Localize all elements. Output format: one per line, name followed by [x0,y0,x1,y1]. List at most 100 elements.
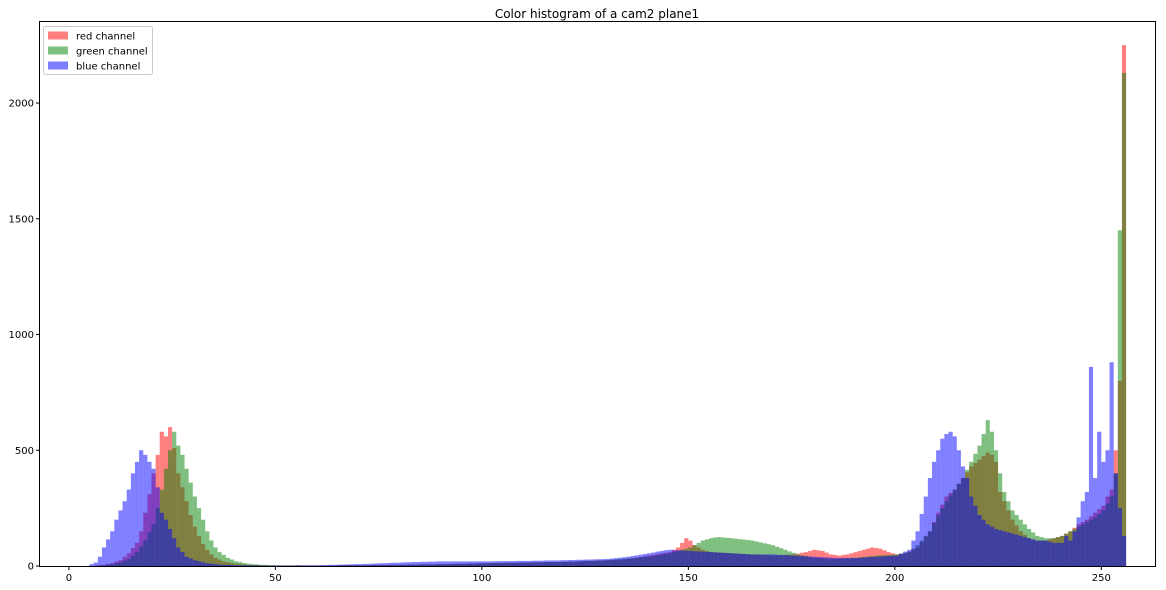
blue-channel-bar [927,478,932,566]
blue-channel-bar [1097,431,1102,566]
blue-channel-bar [1101,461,1106,566]
blue-channel-bar [188,558,193,566]
blue-channel-bar [1121,535,1127,566]
blue-channel-bar [1035,540,1040,566]
blue-channel-bar [808,556,813,566]
green-channel-bar [163,468,169,566]
blue-channel-bar [692,551,697,566]
blue-channel-bar [118,510,123,566]
legend-label-red: red channel [76,32,135,43]
blue-channel-bar [147,461,152,566]
blue-channel-bar [110,531,115,566]
blue-channel-bar [845,557,850,566]
blue-channel-bar [630,556,635,566]
legend-label-green: green channel [76,47,148,58]
blue-channel-bar [989,526,994,566]
blue-channel-bar [998,530,1003,566]
blue-channel-bar [432,561,437,566]
blue-channel-bar [106,539,111,566]
green-channel-bar [725,537,730,566]
blue-channel-bar [762,554,767,566]
y-tick-label: 1500 [9,214,34,225]
blue-channel-bar [737,553,743,566]
blue-channel-bar [832,557,838,566]
blue-channel-bar [890,555,895,566]
blue-channel-bar [469,561,474,566]
blue-channel-bar [1109,362,1114,566]
blue-channel-bar [494,561,499,566]
blue-channel-bar [486,561,491,566]
blue-channel-bar [452,561,458,566]
blue-channel-bar [93,562,98,566]
blue-channel-bar [849,557,854,566]
blue-channel-bar [366,563,371,566]
blue-channel-bar [915,531,920,566]
blue-channel-bar [531,560,536,566]
blue-channel-bar [535,560,540,566]
blue-channel-bar [1047,541,1052,566]
blue-channel-bar [812,556,817,566]
blue-channel-bar [721,552,726,566]
blue-channel-bar [638,554,643,566]
blue-channel-bar [750,554,755,566]
blue-channel-bar [300,565,305,566]
blue-channel-bar [911,540,916,566]
blue-channel-bar [229,565,235,566]
blue-channel-bar [196,561,202,566]
blue-channel-bar [246,565,251,566]
blue-channel-bar [572,559,577,566]
blue-channel-bar [1064,535,1069,566]
blue-channel-bar [97,556,102,566]
green-channel-bar [213,547,218,566]
blue-channel-bar [841,557,846,566]
blue-channel-bar [857,557,862,566]
blue-channel-bar [828,557,833,566]
blue-channel-bar [1026,538,1032,566]
blue-channel-bar [370,563,375,566]
blue-channel-bar [865,557,871,566]
green-channel-bar [989,431,994,566]
blue-channel-bar [407,562,412,566]
blue-channel-bar [944,434,949,566]
blue-channel-bar [481,561,486,566]
blue-channel-bar [419,561,425,566]
blue-channel-bar [568,559,573,566]
green-channel-bar [993,450,999,566]
green-channel-bar [221,554,226,566]
blue-channel-bar [89,564,94,566]
green-channel-bar [180,454,185,566]
blue-channel-bar [180,552,185,566]
blue-channel-bar [614,558,619,566]
blue-channel-bar [391,562,396,566]
green-channel-bar [205,531,210,566]
blue-channel-bar [816,556,821,566]
blue-channel-bar [969,496,974,566]
blue-channel-bar [502,561,507,566]
blue-channel-bar [296,565,301,566]
blue-channel-bar [436,561,441,566]
blue-channel-bar [919,513,924,566]
blue-channel-bar [159,512,164,566]
blue-channel-bar [527,560,532,566]
blue-channel-bar [770,554,776,566]
blue-channel-bar [803,556,809,566]
blue-channel-bar [238,565,243,566]
green-channel-bar [750,540,755,566]
blue-channel-bar [700,551,705,566]
blue-channel-bar [333,564,338,566]
legend-label-blue: blue channel [76,62,140,73]
green-channel-bar [172,431,177,566]
green-channel-bar [201,519,206,566]
blue-channel-bar [1117,508,1122,566]
x-axis: 0 50 100 150 200 250 [66,566,1111,584]
green-channel-bar [250,564,255,566]
green-channel-bar [742,539,747,566]
legend-swatch-green [48,46,68,55]
green-channel-bar [271,565,276,566]
blue-channel-bar [1006,532,1011,566]
blue-channel-bar [114,519,119,566]
blue-channel-bar [461,561,466,566]
green-channel-bar [258,564,263,566]
green-channel-bar [1117,230,1122,566]
blue-channel-bar [874,556,879,566]
